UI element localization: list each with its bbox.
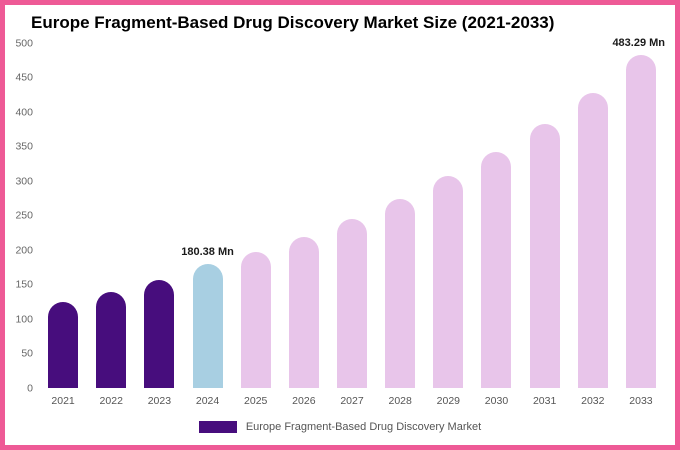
bar-2026 — [288, 236, 319, 389]
y-tick-label: 350 — [15, 140, 33, 153]
bar-slot-2032 — [569, 43, 617, 389]
y-tick-label: 0 — [27, 382, 33, 395]
bar-2022 — [96, 291, 127, 389]
bar-value-label: 483.29 Mn — [612, 36, 666, 49]
bar-2025 — [240, 251, 271, 389]
y-tick-label: 50 — [21, 347, 33, 360]
y-tick-label: 400 — [15, 106, 33, 119]
y-axis: 0 50 100 150 200 250 300 350 400 450 500 — [9, 38, 39, 393]
x-tick-label: 2024 — [195, 395, 220, 408]
y-tick-label: 150 — [15, 278, 33, 291]
legend: Europe Fragment-Based Drug Discovery Mar… — [5, 421, 675, 434]
x-tick-label: 2025 — [244, 395, 268, 408]
bar-2033 — [625, 54, 656, 389]
bar-slot-2023 — [135, 43, 183, 389]
bar-2021 — [48, 302, 79, 389]
bar-slot-2030 — [472, 43, 520, 389]
bar-slot-2024: 180.38 Mn — [181, 43, 234, 389]
x-tick-label: 2028 — [388, 395, 412, 408]
y-tick-label: 200 — [15, 244, 33, 257]
bar-2029 — [433, 175, 464, 389]
y-tick-label: 300 — [15, 175, 33, 188]
x-tick-label: 2027 — [340, 395, 364, 408]
x-tick-label: 2026 — [292, 395, 316, 408]
bar-slot-2025 — [232, 43, 280, 389]
bar-2028 — [385, 198, 416, 389]
y-tick-label: 250 — [15, 209, 33, 222]
bar-value-label: 180.38 Mn — [181, 245, 234, 258]
bar-2030 — [481, 151, 512, 389]
bar-slot-2031 — [521, 43, 569, 389]
bar-slot-2021 — [39, 43, 87, 389]
legend-label: Europe Fragment-Based Drug Discovery Mar… — [245, 421, 482, 434]
bar-slot-2033: 483.29 Mn — [612, 37, 665, 389]
y-tick-label: 500 — [15, 37, 33, 50]
x-tick-label: 2029 — [436, 395, 460, 408]
bar-2031 — [529, 124, 560, 389]
x-tick-label: 2033 — [629, 395, 653, 408]
bar-chart: 0 50 100 150 200 250 300 350 400 450 500 180.38 Mn… — [9, 37, 665, 393]
bar-slot-2026 — [280, 43, 328, 389]
bar-slot-2028 — [376, 43, 424, 389]
bar-2027 — [337, 218, 368, 389]
bar-2023 — [144, 280, 175, 389]
x-tick-label: 2031 — [532, 395, 557, 408]
bar-slot-2022 — [87, 43, 135, 389]
bar-slot-2029 — [424, 43, 472, 389]
plot-area: 180.38 Mn 483.29 Mn — [39, 37, 665, 389]
legend-swatch — [198, 421, 237, 434]
x-tick-label: 2022 — [99, 395, 123, 408]
x-tick-label: 2023 — [147, 395, 172, 408]
x-tick-label: 2021 — [51, 395, 75, 408]
y-tick-label: 100 — [15, 313, 33, 326]
x-tick-label: 2030 — [484, 395, 509, 408]
bar-2024 — [192, 263, 223, 389]
x-tick-label: 2032 — [581, 395, 605, 408]
y-tick-label: 450 — [15, 71, 33, 84]
bar-slot-2027 — [328, 43, 376, 389]
x-axis-labels: 2021 2022 2023 2024 2025 2026 2027 2028 2029 2030… — [39, 395, 665, 407]
bar-2032 — [577, 93, 608, 389]
chart-title: Europe Fragment-Based Drug Discovery Mar… — [31, 13, 555, 32]
